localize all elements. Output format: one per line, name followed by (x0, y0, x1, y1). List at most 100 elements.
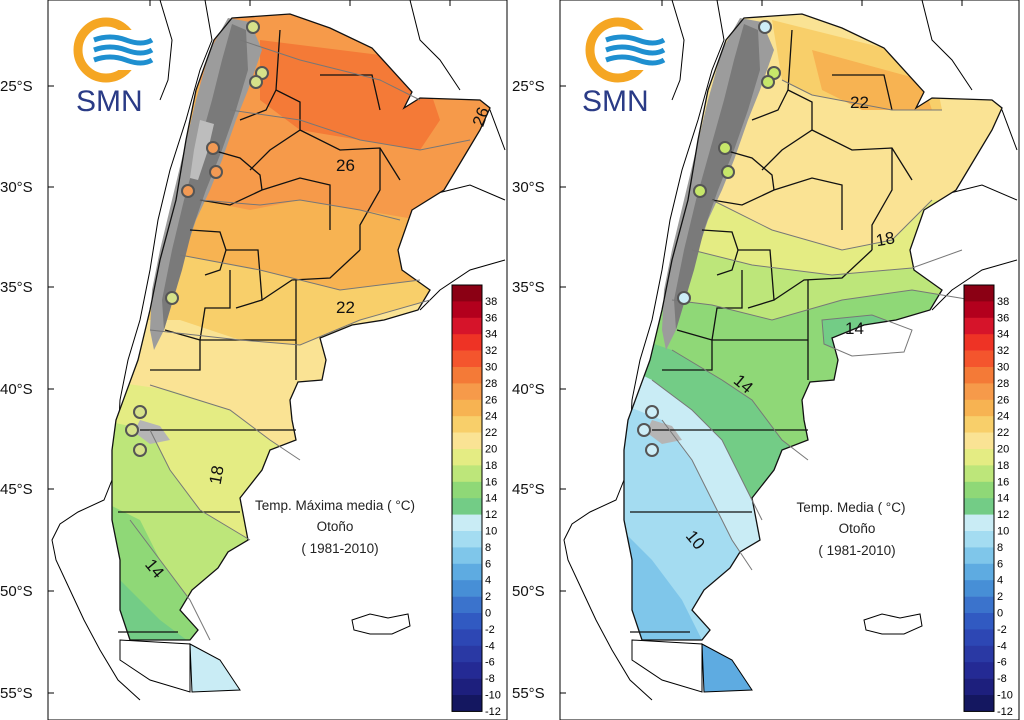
lat-label: 40°S (0, 381, 33, 398)
station-marker (249, 75, 263, 89)
station-marker (645, 443, 659, 457)
colorbar-label: -10 (485, 690, 501, 702)
map-period: ( 1981-2010) (818, 543, 895, 558)
station-marker (206, 141, 220, 155)
station-marker (677, 291, 691, 305)
colorbar-swatch (964, 449, 994, 466)
map-panel-max-temp: 26 26 22 18 14 SMN Temp. Máxima media ( … (0, 0, 508, 720)
colorbar-label: 2 (997, 591, 1003, 603)
colorbar-swatch (452, 416, 482, 433)
smn-logo-wave-icon (605, 34, 666, 46)
colorbar-swatch (964, 662, 994, 679)
colorbar-label: 18 (485, 460, 497, 472)
colorbar-label: 36 (997, 312, 1009, 324)
station-marker (758, 20, 772, 34)
map-caption: Temp. Media ( °C) Otoño ( 1981-2010) (797, 500, 906, 558)
map-season: Otoño (839, 521, 876, 536)
station-marker (693, 184, 707, 198)
colorbar-label: 22 (997, 427, 1009, 439)
colorbar-swatch (964, 596, 994, 614)
colorbar-swatch (964, 678, 994, 696)
station-marker (246, 20, 260, 34)
colorbar-label: -12 (997, 706, 1013, 718)
colorbar-swatch (452, 514, 482, 532)
colorbar-swatch (452, 629, 482, 647)
colorbar-swatch (452, 317, 482, 335)
lat-label: 40°S (512, 381, 545, 398)
colorbar-label: 8 (997, 542, 1003, 554)
colorbar-swatch (452, 645, 482, 663)
colorbar-swatch (452, 465, 482, 483)
colorbar-swatch (964, 416, 994, 433)
andes-relief (646, 18, 774, 444)
colorbar-label: -8 (485, 673, 495, 685)
station-marker (718, 141, 732, 155)
lat-label: 25°S (0, 78, 33, 95)
smn-logo: SMN (582, 17, 666, 118)
map-mean-temp-svg: 22 18 14 14 10 SMN Temp. Media ( °C) Oto… (512, 0, 1020, 720)
isotherm-label: 26 (336, 156, 355, 175)
colorbar-label: -4 (997, 640, 1007, 652)
station-marker (125, 423, 139, 437)
colorbar-label: 6 (997, 558, 1003, 570)
isotherm-label: 14 (845, 319, 864, 338)
colorbar-label: 30 (997, 362, 1009, 374)
andes-relief (134, 18, 262, 444)
colorbar-label: 0 (997, 608, 1003, 620)
colorbar-swatch (452, 449, 482, 466)
colorbar-label: 10 (485, 526, 497, 538)
colorbar-swatch (452, 695, 482, 712)
colorbar-swatch (964, 317, 994, 335)
colorbar-label: 16 (485, 476, 497, 488)
colorbar-label: 14 (485, 493, 497, 505)
lat-label: 45°S (512, 481, 545, 498)
falkland-islands (351, 613, 411, 635)
colorbar-swatch (964, 383, 994, 401)
isotherm-lines (651, 79, 973, 571)
colorbar-label: -8 (997, 673, 1007, 685)
station-marker (181, 184, 195, 198)
colorbar-swatch (452, 334, 482, 351)
colorbar-label: -4 (485, 640, 495, 652)
colorbar-swatch (964, 547, 994, 565)
colorbar-label: 38 (485, 296, 497, 308)
colorbar-label: 26 (485, 394, 497, 406)
colorbar-label: 28 (997, 378, 1009, 390)
colorbar-label: -2 (997, 624, 1007, 636)
isotherm-label: 18 (206, 464, 228, 486)
colorbar-label: 12 (997, 509, 1009, 521)
colorbar-swatch (964, 285, 994, 302)
colorbar-swatch (964, 580, 994, 597)
station-marker (133, 405, 147, 419)
colorbar-swatch (452, 547, 482, 565)
colorbar-label: 2 (485, 591, 491, 603)
station-markers (125, 20, 269, 457)
colorbar-swatch (964, 350, 994, 368)
colorbar-label: 32 (997, 345, 1009, 357)
colorbar-swatch (452, 531, 482, 548)
colorbar-swatch (452, 301, 482, 319)
smn-logo: SMN (73, 17, 154, 118)
lat-label: 35°S (0, 279, 33, 296)
lat-label: 45°S (0, 481, 33, 498)
falkland-islands (863, 613, 923, 635)
lat-label: 55°S (0, 685, 33, 702)
colorbar-border (963, 284, 995, 712)
colorbar-swatch (452, 285, 482, 302)
colorbar-swatch (452, 613, 482, 630)
colorbar-swatch (964, 498, 994, 515)
map-max-temp-svg: 26 26 22 18 14 SMN Temp. Máxima media ( … (0, 0, 508, 720)
lat-label: 35°S (512, 279, 545, 296)
province-borders (111, 13, 491, 641)
colorbar-swatch (964, 432, 994, 450)
colorbar-label: 34 (997, 329, 1009, 341)
colorbar-swatch (964, 399, 994, 417)
isotherm-label: 22 (850, 93, 869, 112)
colorbar-label: 20 (485, 444, 497, 456)
colorbar-label: 16 (997, 476, 1009, 488)
latitude-labels: 25°S 30°S 35°S 40°S 45°S 50°S 55°S (512, 78, 545, 702)
colorbar-label: -10 (997, 690, 1013, 702)
colorbar-swatch (452, 432, 482, 450)
lat-label: 30°S (512, 179, 545, 196)
colorbar-swatch (964, 563, 994, 581)
